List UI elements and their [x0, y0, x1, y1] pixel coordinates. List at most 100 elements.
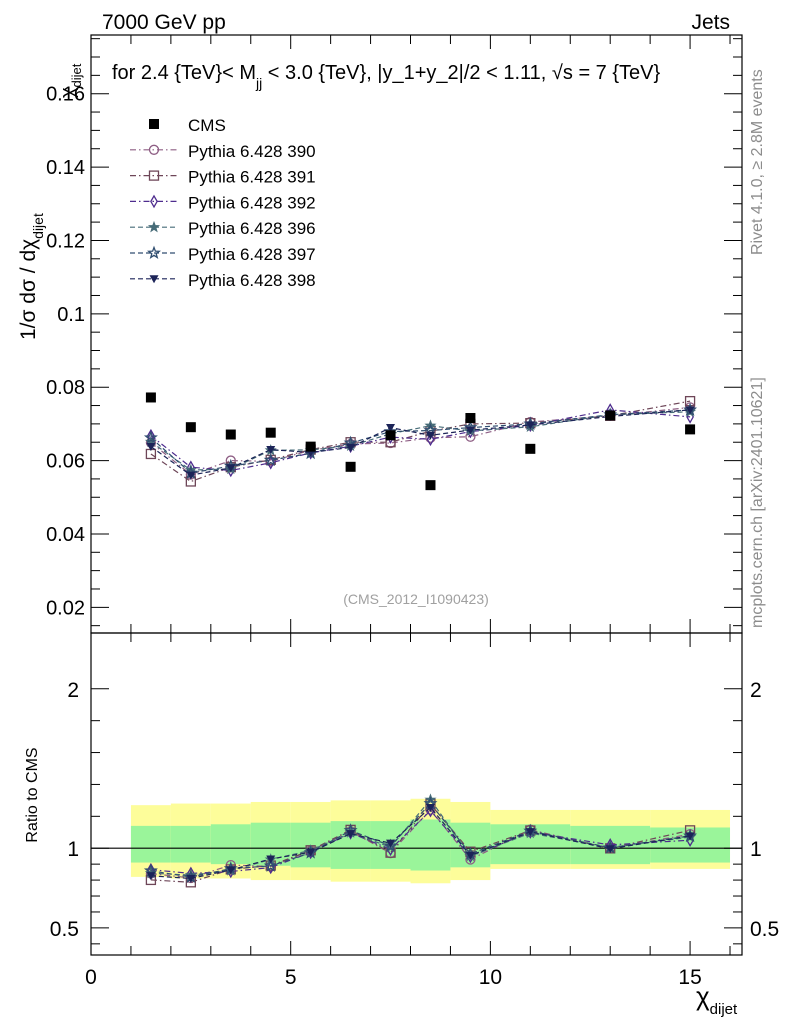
ratio-series-line-1	[150, 803, 691, 883]
main-series-5-point-3	[266, 445, 276, 455]
ratio-series-line-4	[150, 802, 691, 878]
legend: CMS Pythia 6.428 390 Pythia 6.428 391 Pythi…	[130, 116, 316, 290]
legend-label-3: Pythia 6.428 396	[188, 219, 316, 238]
legend-marker-3	[147, 220, 161, 233]
plot-title: for 2.4 {TeV}< Mjj < 3.0 {TeV}, |y_1+y_2…	[112, 62, 661, 91]
title-rest: < 3.0 {TeV}, |y_1+y_2|/2 < 1.11,	[262, 62, 552, 84]
ratio-y-tick-label-right: 1	[750, 838, 762, 861]
y-label-text: 1/σ dσ / dχ	[17, 239, 40, 340]
ratio-series-5-point-7	[425, 803, 435, 813]
x-label-chi: χ	[696, 981, 710, 1011]
cms-data-point-1	[185, 422, 196, 433]
x-tick-label: 15	[678, 966, 701, 989]
main-series-5-point-0	[146, 443, 156, 452]
legend-label-1: Pythia 6.428 391	[188, 168, 316, 187]
x-label-subscript: dijet	[710, 1001, 738, 1018]
svg-text:1/σ dσ / dχdijet: 1/σ dσ / dχdijet	[17, 213, 46, 340]
legend-label-0: Pythia 6.428 390	[188, 142, 316, 161]
svg-text:χdijet: χdijet	[57, 63, 84, 98]
ratio-series-5-point-11	[685, 832, 695, 841]
legend-cms-marker	[149, 119, 159, 129]
main-series-4-point-3	[263, 452, 278, 467]
main-y-tick-label: 0.08	[46, 377, 85, 399]
legend-marker-4	[147, 245, 161, 259]
x-axis-label: χdijet	[696, 981, 738, 1018]
cms-data-point-0	[145, 392, 156, 403]
cms-data-point-2	[225, 429, 236, 440]
ratio-series-5-point-9	[525, 828, 535, 837]
cms-data-point-9	[525, 443, 536, 454]
main-y-tick-label: 0.06	[46, 451, 85, 473]
band-inner-2	[210, 824, 251, 865]
main-series-5-point-7	[425, 431, 435, 440]
main-y-tick-label: 0.12	[46, 230, 85, 252]
ratio-y-tick-label-left: 1	[67, 838, 79, 861]
ratio-series-5-point-1	[186, 874, 196, 883]
main-y-tick-label: 0.16	[46, 84, 85, 106]
main-series-5-point-11	[685, 406, 695, 415]
analysis-watermark: (CMS_2012_I1090423)	[343, 591, 489, 607]
ratio-frame	[90, 632, 743, 956]
ratio-series-5-point-6	[386, 839, 396, 848]
legend-marker-1	[148, 170, 160, 181]
ratio-series-4-point-6	[383, 838, 398, 852]
main-series-5-point-1	[186, 471, 196, 480]
legend-marker-0	[148, 144, 160, 155]
ratio-y-tick-label-right: 0.5	[750, 918, 779, 941]
y-label-chi-subscript: dijet	[69, 63, 84, 87]
title-prefix: for 2.4 {TeV}< M	[112, 62, 256, 84]
title-suffix: = 7 {TeV}	[573, 62, 661, 84]
data-points	[145, 392, 696, 491]
ratio-series-5-point-3	[266, 855, 276, 864]
ratio-series-5-point-8	[465, 851, 475, 861]
main-series-5-point-8	[465, 426, 475, 435]
ratio-y-tick-label-left: 2	[67, 679, 79, 702]
rivet-version-label: Rivet 4.1.0, ≥ 2.8M events	[749, 69, 766, 255]
cms-data-point-4	[305, 441, 316, 452]
legend-marker-5	[149, 275, 159, 284]
ratio-series-5-point-2	[226, 866, 236, 875]
ratio-series-line-5	[150, 806, 691, 880]
legend-cms-label: CMS	[188, 116, 226, 135]
title-prefix-subscript: jj	[255, 75, 262, 91]
ratio-series-5-point-5	[346, 830, 356, 839]
cms-data-point-3	[265, 427, 276, 438]
legend-label-4: Pythia 6.428 397	[188, 245, 316, 264]
main-series-line-0	[150, 406, 691, 476]
cms-data-point-8	[465, 413, 476, 424]
cms-data-point-5	[345, 461, 356, 472]
band-inner-0	[130, 825, 171, 863]
band-inner-8	[450, 822, 491, 868]
main-y-tick-label: 0.04	[46, 524, 85, 546]
main-y-axis-label: 1/σ dσ / dχdijet	[17, 213, 46, 340]
cms-data-point-10	[605, 410, 616, 421]
ratio-series-4-point-3	[263, 858, 278, 872]
header-energy-label: 7000 GeV pp	[102, 11, 226, 34]
main-series-line-5	[150, 409, 691, 476]
cms-data-point-7	[425, 480, 436, 491]
cms-data-point-6	[385, 430, 396, 441]
main-series-5-point-9	[525, 421, 535, 430]
ratio-series-line-0	[150, 808, 691, 879]
cms-data-point-11	[685, 424, 696, 435]
main-series-5-point-5	[346, 443, 356, 452]
x-tick-label: 5	[285, 966, 297, 989]
x-tick-label: 0	[85, 966, 97, 989]
y-label-subscript: dijet	[30, 213, 46, 239]
legend-label-5: Pythia 6.428 398	[188, 271, 316, 290]
ratio-y-tick-label-left: 0.5	[50, 918, 79, 941]
main-series-5-point-6	[386, 423, 396, 433]
ratio-y-axis-label: Ratio to CMS	[24, 747, 41, 842]
ratio-series-5-point-0	[146, 872, 156, 881]
ratio-y-tick-label-right: 2	[750, 679, 762, 702]
x-tick-label: 10	[479, 966, 502, 989]
main-series-5-point-2	[226, 464, 236, 473]
mcplots-label: mcplots.cern.ch [arXiv:2401.10621]	[749, 377, 766, 628]
main-y-tick-label: 0.02	[46, 597, 85, 619]
main-series-2-point-7	[426, 432, 435, 447]
main-series-4-point-0	[143, 430, 158, 444]
band-inner-1	[170, 825, 211, 863]
header-process-label: Jets	[691, 11, 730, 34]
legend-marker-2	[150, 194, 158, 209]
